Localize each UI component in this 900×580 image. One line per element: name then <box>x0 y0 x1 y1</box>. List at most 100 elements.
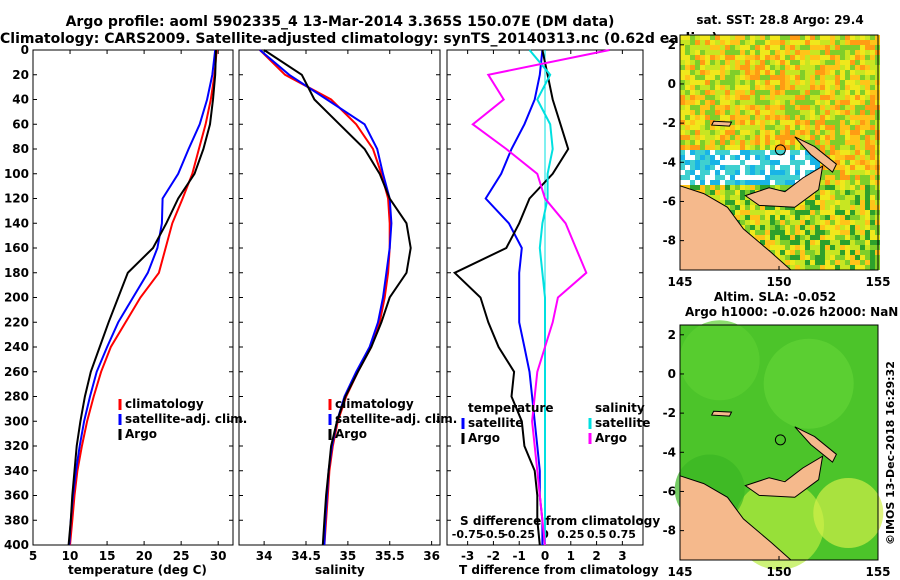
sst-cell <box>805 85 810 90</box>
sst-cell <box>730 125 735 130</box>
sst-cell <box>865 190 870 195</box>
sst-cell <box>765 155 770 160</box>
sst-cell <box>770 40 775 45</box>
sst-cell <box>785 130 790 135</box>
sst-cell <box>775 120 780 125</box>
sst-cell <box>775 185 780 190</box>
sst-cell <box>710 150 715 155</box>
sst-cell <box>690 140 695 145</box>
sst-cell <box>850 220 855 225</box>
sst-cell <box>840 265 845 270</box>
sst-cell <box>715 190 720 195</box>
sst-cell <box>710 85 715 90</box>
sst-cell <box>730 185 735 190</box>
sst-cell <box>680 105 685 110</box>
sst-cell <box>720 75 725 80</box>
sst-cell <box>795 230 800 235</box>
sst-cell <box>815 135 820 140</box>
sst-cell <box>830 230 835 235</box>
sst-cell <box>825 125 830 130</box>
sst-cell <box>840 55 845 60</box>
depth-tick-label: 160 <box>4 241 29 255</box>
sst-cell <box>760 230 765 235</box>
sst-cell <box>795 160 800 165</box>
sst-cell <box>800 125 805 130</box>
sst-cell <box>825 110 830 115</box>
sst-cell <box>800 40 805 45</box>
sst-cell <box>720 155 725 160</box>
sst-cell <box>700 45 705 50</box>
sst-cell <box>750 110 755 115</box>
sst-cell <box>855 210 860 215</box>
sst-cell <box>845 260 850 265</box>
sst-cell <box>735 185 740 190</box>
sst-cell <box>745 130 750 135</box>
sst-cell <box>840 115 845 120</box>
sst-map-ytick-label: -2 <box>663 116 676 130</box>
sst-cell <box>725 55 730 60</box>
sst-cell <box>745 120 750 125</box>
sst-cell <box>815 205 820 210</box>
sst-cell <box>685 120 690 125</box>
sst-cell <box>795 65 800 70</box>
sst-cell <box>745 145 750 150</box>
sst-cell <box>690 120 695 125</box>
salinity-xlabel: salinity <box>315 563 365 577</box>
sst-cell <box>735 150 740 155</box>
sst-cell <box>855 95 860 100</box>
sst-cell <box>795 95 800 100</box>
sst-cell <box>815 190 820 195</box>
sst-cell <box>790 120 795 125</box>
sst-cell <box>745 55 750 60</box>
sst-cell <box>820 100 825 105</box>
sst-cell <box>705 135 710 140</box>
sst-cell <box>785 85 790 90</box>
sst-cell <box>690 40 695 45</box>
sst-cell <box>815 140 820 145</box>
sst-cell <box>850 145 855 150</box>
sst-cell <box>765 40 770 45</box>
sst-cell <box>790 115 795 120</box>
sst-cell <box>775 125 780 130</box>
sst-cell <box>815 40 820 45</box>
sst-cell <box>810 130 815 135</box>
sst-cell <box>705 175 710 180</box>
sst-cell <box>730 65 735 70</box>
sst-cell <box>840 150 845 155</box>
sst-cell <box>710 190 715 195</box>
salinity-xtick-label: 36 <box>423 549 440 563</box>
sst-cell <box>815 120 820 125</box>
sst-cell <box>800 240 805 245</box>
sst-cell <box>720 105 725 110</box>
sst-cell <box>780 205 785 210</box>
sst-cell <box>805 215 810 220</box>
sst-cell <box>820 210 825 215</box>
sst-cell <box>825 210 830 215</box>
sst-cell <box>855 125 860 130</box>
sst-cell <box>715 135 720 140</box>
sst-cell <box>775 205 780 210</box>
sst-cell <box>825 240 830 245</box>
sst-cell <box>795 235 800 240</box>
sst-cell <box>840 230 845 235</box>
sst-cell <box>690 55 695 60</box>
sst-cell <box>740 115 745 120</box>
sst-cell <box>765 245 770 250</box>
sst-cell <box>775 225 780 230</box>
sst-cell <box>845 210 850 215</box>
sla-map-title-line2: Argo h1000: -0.026 h2000: NaN <box>685 305 899 319</box>
temperature-series-satellite-adj--clim- <box>68 49 217 546</box>
sst-cell <box>750 125 755 130</box>
sst-cell <box>860 195 865 200</box>
sst-cell <box>730 115 735 120</box>
sst-cell <box>720 110 725 115</box>
sst-cell <box>860 155 865 160</box>
sst-cell <box>830 175 835 180</box>
sst-cell <box>870 220 875 225</box>
sst-cell <box>685 145 690 150</box>
sst-cell <box>850 180 855 185</box>
sst-cell <box>695 125 700 130</box>
sst-cell <box>800 35 805 40</box>
sst-cell <box>740 160 745 165</box>
sst-cell <box>845 145 850 150</box>
